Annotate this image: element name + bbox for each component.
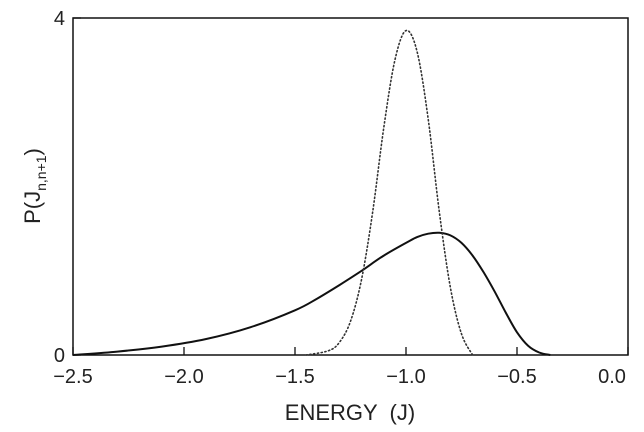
x-tick-label: −2.5 [53,366,92,388]
x-axis-ticks: −2.5 −2.0 −1.5 −1.0 −0.5 0.0 [53,347,629,388]
series-layer [72,29,551,356]
y-tick-label: 0 [54,345,65,367]
x-tick-label: −0.5 [497,366,536,388]
x-tick-label: −1.0 [386,366,425,388]
y-axis-ticks: 04 [54,8,81,367]
x-tick-label: 0.0 [598,366,626,388]
x-tick-label: −2.0 [164,366,203,388]
y-axis-label-main: P(J [20,191,45,224]
series-line-dotted [305,29,474,356]
y-axis-label-subscript: n,n+1 [33,155,49,191]
y-axis-label-close: ) [20,148,45,155]
series-line-solid [72,231,551,356]
y-axis-label: P(Jn,n+1) [20,148,49,224]
svg-text:P(Jn,n+1): P(Jn,n+1) [20,148,49,224]
x-axis-label: ENERGY (J) [285,400,415,425]
plot-frame [72,17,629,356]
x-tick-label: −1.5 [275,366,314,388]
y-tick-label: 4 [54,8,65,30]
